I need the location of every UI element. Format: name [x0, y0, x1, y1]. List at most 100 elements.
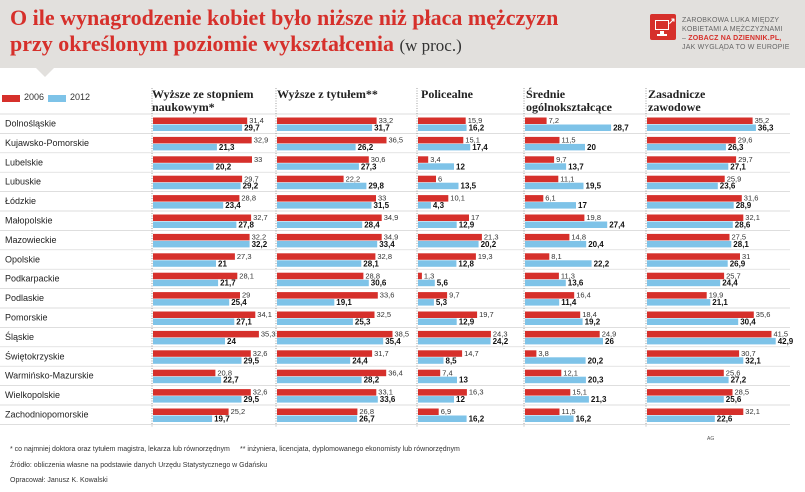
- bar-2006: [647, 156, 737, 163]
- bar-2006: [277, 175, 344, 183]
- value-label-2006: 28,8: [241, 194, 256, 203]
- value-label-2006: 21,3: [484, 233, 499, 242]
- promo-link[interactable]: ZOBACZ NA DZIENNIK.PL,: [688, 35, 782, 42]
- value-label-2012: 13,6: [568, 279, 584, 288]
- value-label-2012: 12,9: [459, 221, 475, 230]
- bar-2012: [418, 163, 454, 170]
- bar-2006: [153, 408, 229, 415]
- value-label-2006: 22,2: [346, 174, 361, 183]
- value-label-2006: 31,7: [374, 349, 389, 358]
- value-label-2006: 35,2: [755, 116, 770, 125]
- page-title-line-2: przy określonym poziomie wykształcenia (…: [10, 32, 462, 58]
- value-label-2006: 24,3: [493, 330, 508, 339]
- value-label-2012: 35,4: [385, 337, 401, 346]
- bar-2012: [647, 376, 729, 384]
- value-label-2012: 13: [459, 376, 468, 385]
- value-label-2012: 27,1: [730, 162, 746, 171]
- bar-2006: [153, 389, 251, 396]
- bar-2012: [525, 221, 608, 228]
- bar-2012: [153, 376, 222, 384]
- value-label-2012: 29,2: [243, 182, 259, 191]
- arrow-glyph: ↗: [668, 16, 676, 26]
- value-label-2006: 28,5: [735, 388, 750, 397]
- value-label-2006: 29,7: [244, 174, 259, 183]
- bar-2012: [418, 221, 457, 228]
- panel-title-4: Zasadnicze zawodowe: [648, 87, 706, 114]
- value-label-2006: 19,8: [586, 213, 601, 222]
- region-label: Wielkopolskie: [5, 390, 60, 400]
- bar-2012: [277, 202, 372, 209]
- value-label-2012: 29,5: [244, 395, 260, 404]
- value-label-2012: 22,7: [223, 376, 239, 385]
- monitor-base-shape: [657, 34, 667, 36]
- value-label-2006: 25,2: [231, 407, 246, 416]
- bar-2006: [277, 369, 387, 377]
- bar-2012: [418, 415, 467, 422]
- bar-2012: [277, 415, 358, 422]
- bar-2012: [277, 260, 362, 267]
- bar-2012: [277, 221, 363, 228]
- bar-2006: [647, 233, 730, 241]
- value-label-2006: 3,4: [430, 155, 440, 164]
- bar-2012: [525, 240, 587, 248]
- value-label-2012: 26,9: [730, 259, 746, 268]
- region-label: Świętokrzyskie: [5, 350, 65, 361]
- value-label-2006: 19,7: [479, 310, 494, 319]
- value-label-2006: 33,6: [380, 291, 395, 300]
- value-label-2012: 32,2: [252, 240, 268, 249]
- value-label-2012: 11,4: [561, 298, 577, 307]
- value-label-2006: 32,5: [377, 310, 392, 319]
- value-label-2012: 26,2: [358, 143, 374, 152]
- bar-2012: [418, 240, 479, 248]
- region-label: Lubelskie: [5, 157, 43, 167]
- value-label-2006: 14,8: [571, 233, 586, 242]
- bar-2006: [525, 214, 585, 221]
- bar-2012: [418, 396, 454, 403]
- page-title-line-1: O ile wynagrodzenie kobiet było niższe n…: [10, 5, 559, 30]
- bar-2012: [153, 318, 235, 325]
- bar-2006: [277, 253, 376, 260]
- value-label-2006: 6: [438, 174, 442, 183]
- value-label-2012: 25,3: [355, 318, 371, 327]
- value-label-2006: 32,7: [253, 213, 268, 222]
- bar-2006: [418, 233, 482, 241]
- value-label-2006: 10,1: [450, 194, 465, 203]
- value-label-2006: 38,5: [395, 330, 410, 339]
- value-label-2006: 30,7: [741, 349, 756, 358]
- bar-2012: [153, 202, 224, 209]
- value-label-2006: 19,9: [709, 291, 724, 300]
- panel-title-2: Policealne: [421, 87, 473, 101]
- value-label-2006: 34,9: [384, 233, 399, 242]
- bar-2006: [418, 117, 466, 124]
- value-label-2012: 27,2: [731, 376, 747, 385]
- value-label-2006: 28,8: [365, 271, 380, 280]
- bar-2012: [647, 260, 728, 267]
- bar-2006: [153, 292, 240, 299]
- value-label-2006: 24,9: [602, 330, 617, 339]
- bar-2012: [525, 376, 586, 384]
- value-label-2006: 34,9: [384, 213, 399, 222]
- bar-2006: [277, 330, 393, 338]
- value-label-2012: 13,7: [568, 162, 584, 171]
- value-label-2012: 19,1: [336, 298, 352, 307]
- bar-2012: [647, 337, 776, 345]
- bar-2012: [277, 163, 359, 170]
- bar-2012: [418, 299, 434, 306]
- value-label-2012: 30,4: [740, 318, 756, 327]
- bar-2012: [153, 415, 213, 422]
- value-label-2006: 11,5: [562, 136, 576, 145]
- panel-title-1: Wyższe z tytułem**: [277, 87, 378, 101]
- value-label-2006: 1,3: [424, 271, 434, 280]
- bar-2012: [418, 124, 467, 131]
- monitor-arrow-icon[interactable]: ↗: [650, 14, 676, 40]
- value-label-2006: 35,6: [756, 310, 771, 319]
- bar-2006: [153, 136, 252, 144]
- value-label-2012: 16,2: [469, 124, 485, 133]
- value-label-2006: 32,6: [253, 349, 268, 358]
- value-label-2006: 27,5: [732, 233, 747, 242]
- bar-2012: [277, 182, 367, 190]
- bar-2006: [153, 214, 252, 221]
- bar-2006: [647, 350, 740, 357]
- bar-2006: [153, 350, 251, 357]
